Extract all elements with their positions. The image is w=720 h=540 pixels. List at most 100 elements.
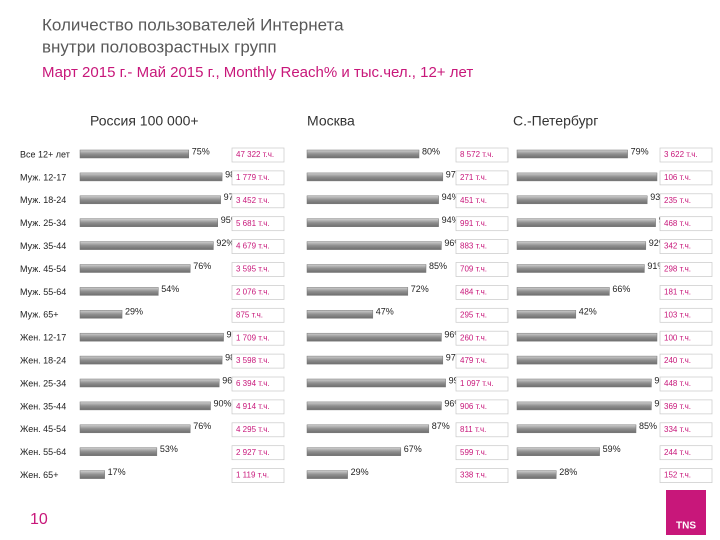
count-box: [455, 193, 509, 209]
bar: [306, 401, 442, 411]
count-box: [231, 262, 285, 277]
value-label: 85%: [639, 421, 657, 431]
count-label: 991 т.ч.: [460, 219, 487, 228]
count-box: [231, 307, 285, 323]
column-header: Москва: [307, 113, 355, 129]
count-label: 1 709 т.ч.: [236, 333, 270, 342]
count-label: 2 927 т.ч.: [236, 448, 270, 457]
bar: [516, 470, 557, 479]
count-label: 152 т.ч.: [664, 471, 691, 480]
value-label: 28%: [559, 467, 577, 477]
value-label: 72%: [411, 284, 429, 294]
column-header: Россия 100 000+: [90, 113, 199, 129]
count-box: [231, 422, 285, 438]
count-label: 811 т.ч.: [460, 425, 486, 434]
bar: [516, 310, 577, 319]
row-label: Жен. 35-44: [20, 401, 66, 411]
count-label: 5 681 т.ч.: [236, 219, 270, 228]
count-box: [455, 468, 509, 483]
count-label: 3 622 т.ч.: [664, 150, 698, 159]
bar: [79, 218, 218, 227]
value-label: 94%: [442, 192, 460, 202]
value-label: 96%: [444, 398, 462, 408]
count-label: 451 т.ч.: [460, 196, 487, 205]
value-label: 29%: [351, 467, 369, 477]
count-box: [231, 399, 285, 415]
value-label: 94%: [442, 215, 460, 225]
count-box: [455, 170, 509, 186]
value-label: 76%: [193, 261, 211, 271]
count-label: 295 т.ч.: [460, 310, 487, 319]
value-label: 53%: [160, 444, 178, 454]
value-label: 95%: [221, 215, 239, 225]
count-box: [659, 239, 713, 254]
count-label: 369 т.ч.: [664, 402, 691, 411]
bar: [516, 332, 658, 342]
count-box: [455, 216, 509, 232]
count-label: 8 572 т.ч.: [460, 150, 494, 159]
bar: [79, 149, 189, 159]
value-label: 29%: [125, 307, 143, 317]
bar: [516, 264, 645, 273]
row-label: Все 12+ лет: [20, 149, 70, 159]
count-box: [659, 399, 713, 415]
bar: [79, 470, 105, 479]
row-label: Жен. 55-64: [20, 447, 66, 457]
value-label: 96%: [444, 330, 462, 340]
value-label: 96%: [444, 238, 462, 248]
count-label: 298 т.ч.: [664, 265, 691, 274]
bar: [516, 355, 658, 365]
value-label: 59%: [603, 444, 621, 454]
bar: [79, 447, 158, 456]
bar: [306, 447, 402, 456]
count-box: [455, 285, 509, 300]
row-label: Муж. 55-64: [20, 287, 66, 297]
count-label: 103 т.ч.: [664, 310, 691, 319]
count-label: 100 т.ч.: [664, 333, 691, 342]
row-label: Жен. 18-24: [20, 355, 66, 365]
count-box: [231, 330, 285, 346]
bar: [516, 378, 652, 388]
value-label: 97%: [446, 352, 464, 362]
value-label: 42%: [579, 307, 597, 317]
count-box: [231, 216, 285, 232]
logo: TNS: [676, 521, 696, 532]
count-box: [231, 445, 285, 461]
count-box: [659, 216, 713, 232]
bar: [79, 287, 159, 296]
bar: [79, 332, 224, 342]
value-label: 90%: [214, 398, 232, 408]
count-box: [455, 445, 509, 461]
bar: [306, 378, 446, 388]
value-label: 79%: [631, 146, 649, 156]
count-label: 235 т.ч.: [664, 196, 691, 205]
value-label: 67%: [404, 444, 422, 454]
bar: [516, 424, 637, 434]
count-label: 181 т.ч.: [664, 288, 691, 297]
row-label: Муж. 45-54: [20, 264, 66, 274]
bar: [306, 241, 442, 250]
count-label: 271 т.ч.: [460, 173, 487, 182]
count-box: [659, 468, 713, 483]
count-label: 906 т.ч.: [460, 402, 487, 411]
bar: [79, 264, 191, 273]
count-label: 342 т.ч.: [664, 242, 691, 251]
column-header: С.-Петербург: [513, 113, 598, 129]
count-label: 3 452 т.ч.: [236, 196, 270, 205]
page-number: 10: [30, 511, 48, 528]
title-line: внутри половозрастных групп: [42, 37, 277, 56]
bar: [306, 287, 409, 296]
count-label: 3 598 т.ч.: [236, 356, 270, 365]
count-box: [455, 307, 509, 323]
bar: [306, 264, 427, 273]
value-label: 93%: [650, 192, 668, 202]
row-label: Жен. 65+: [20, 470, 58, 480]
count-label: 106 т.ч.: [664, 173, 691, 182]
row-label: Муж. 25-34: [20, 218, 66, 228]
count-box: [231, 285, 285, 300]
bar: [516, 218, 656, 227]
count-box: [659, 147, 713, 163]
count-box: [455, 399, 509, 415]
count-label: 4 914 т.ч.: [236, 402, 270, 411]
